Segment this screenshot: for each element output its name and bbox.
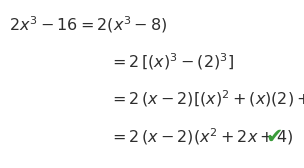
Text: $= 2\,(x-2)[(x)^2 + (x)(2) + (2)^2]$: $= 2\,(x-2)[(x)^2 + (x)(2) + (2)^2]$ <box>109 88 304 109</box>
Text: $2x^3 - 16 = 2(x^3 - 8)$: $2x^3 - 16 = 2(x^3 - 8)$ <box>9 14 168 35</box>
Text: $= 2\,(x-2)(x^2 + 2x + 4)$: $= 2\,(x-2)(x^2 + 2x + 4)$ <box>109 127 294 147</box>
Text: $= 2\,[(x)^3 - (2)^3]$: $= 2\,[(x)^3 - (2)^3]$ <box>109 51 235 72</box>
Text: ✔: ✔ <box>266 127 284 147</box>
